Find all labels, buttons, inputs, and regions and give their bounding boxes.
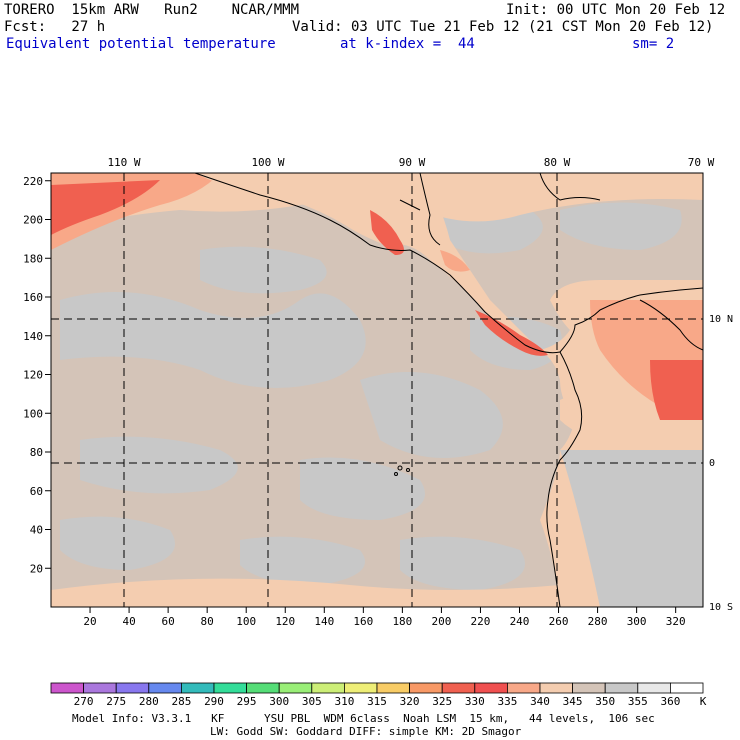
- x-tick-label: 40: [122, 615, 135, 628]
- colorbar-label: 305: [302, 695, 322, 708]
- y-tick-label: 20: [30, 562, 43, 575]
- x-tick-label: 320: [666, 615, 686, 628]
- land-central-america: [195, 173, 703, 607]
- colorbar-label: 325: [432, 695, 452, 708]
- colorbar-swatch: [343, 682, 378, 694]
- colorbar-label: 280: [139, 695, 159, 708]
- colorbar-swatch: [50, 682, 84, 694]
- colorbar-label: 290: [204, 695, 224, 708]
- colorbar-label: 340: [530, 695, 550, 708]
- y-tick-label: 60: [30, 485, 43, 498]
- y-tick-label: 100: [23, 407, 43, 420]
- graticule: [51, 173, 703, 607]
- y-tick-label: 40: [30, 524, 43, 537]
- colorbar-swatch: [409, 682, 443, 694]
- y-tick-label: 120: [23, 369, 43, 382]
- colorbar-label: 360: [660, 695, 680, 708]
- x-tick-label: 300: [627, 615, 647, 628]
- model-info-line1: Model Info: V3.3.1 KF YSU PBL WDM 6class…: [72, 712, 655, 725]
- x-tick-label: 100: [236, 615, 256, 628]
- lat-labels: 10 N 0 10 S: [709, 314, 733, 613]
- ocean-grey-patches: [60, 202, 682, 590]
- colorbar-label: 285: [171, 695, 191, 708]
- lon-label: 110 W: [107, 156, 140, 169]
- colorbar-swatch: [539, 682, 573, 694]
- x-tick-label: 140: [314, 615, 334, 628]
- lon-label: 70 W: [688, 156, 715, 169]
- field-name: Equivalent potential temperature: [6, 36, 276, 52]
- colorbar-swatch: [506, 682, 541, 694]
- x-tick-label: 80: [201, 615, 214, 628]
- colorbar-swatch: [637, 682, 671, 694]
- x-tick-label: 180: [392, 615, 412, 628]
- lat-label: 10 S: [709, 602, 733, 613]
- x-tick-label: 160: [353, 615, 373, 628]
- colorbar-swatch: [474, 682, 508, 694]
- lat-label: 0: [709, 458, 715, 469]
- colorbar-swatch: [670, 682, 704, 694]
- colorbar-swatch: [278, 682, 313, 694]
- x-tick-label: 20: [83, 615, 96, 628]
- colorbar-label: 320: [400, 695, 420, 708]
- x-tick-label: 60: [162, 615, 175, 628]
- colorbar-swatch: [604, 682, 639, 694]
- colorbar-swatch: [311, 682, 345, 694]
- colorbar-label: 275: [106, 695, 126, 708]
- warm-region-northwest: [51, 173, 220, 250]
- map-frame: [50, 172, 704, 608]
- init-time: Init: 00 UTC Mon 20 Feb 12: [506, 2, 726, 18]
- colorbar-swatch: [246, 682, 280, 694]
- smoothing-label: sm= 2: [632, 36, 675, 52]
- colorbar-label: 355: [628, 695, 648, 708]
- colorbar-unit: K: [700, 695, 707, 708]
- x-tick-label: 120: [275, 615, 295, 628]
- lon-label: 90 W: [399, 156, 426, 169]
- x-axis-ticks: 20 40 60 80 100 120 140 160 180 200 220 240 260 280 30…: [83, 607, 686, 628]
- colorbar-swatch: [441, 682, 476, 694]
- y-axis-ticks: 20 40 60 80 100 120 140 160 180 200 220: [23, 175, 51, 575]
- y-tick-label: 160: [23, 291, 43, 304]
- y-tick-label: 140: [23, 330, 43, 343]
- colorbar-label: 330: [465, 695, 485, 708]
- colorbar-swatch: [115, 682, 150, 694]
- x-tick-label: 240: [510, 615, 530, 628]
- valid-time: Valid: 03 UTC Tue 21 Feb 12 (21 CST Mon …: [292, 19, 714, 35]
- lon-label: 80 W: [544, 156, 571, 169]
- colorbar: 270 275 280 285 290 295 300 305 310 315 320 325 330 3…: [50, 682, 707, 708]
- y-tick-label: 200: [23, 214, 43, 227]
- coastlines: [194, 172, 704, 608]
- colorbar-swatch: [572, 682, 606, 694]
- colorbar-swatch: [180, 682, 215, 694]
- model-title: TORERO 15km ARW Run2 NCAR/MMM: [4, 2, 300, 18]
- colorbar-swatch: [213, 682, 247, 694]
- x-tick-label: 220: [471, 615, 491, 628]
- colorbar-label: 345: [563, 695, 583, 708]
- lon-label: 100 W: [251, 156, 284, 169]
- colorbar-label: 310: [334, 695, 354, 708]
- y-tick-label: 80: [30, 446, 43, 459]
- x-tick-label: 280: [588, 615, 608, 628]
- colorbar-swatch: [148, 682, 182, 694]
- colorbar-label: 315: [367, 695, 387, 708]
- colorbar-label: 350: [595, 695, 615, 708]
- x-tick-label: 200: [431, 615, 451, 628]
- colorbar-label: 295: [237, 695, 257, 708]
- colorbar-label: 300: [269, 695, 289, 708]
- level-index: at k-index = 44: [340, 36, 475, 52]
- lat-label: 10 N: [709, 314, 733, 325]
- colorbar-swatch: [83, 682, 117, 694]
- y-tick-label: 220: [23, 175, 43, 188]
- y-tick-label: 180: [23, 252, 43, 265]
- lon-labels: 110 W 100 W 90 W 80 W 70 W: [107, 156, 714, 169]
- colorbar-label: 270: [74, 695, 94, 708]
- forecast-hour: Fcst: 27 h: [4, 19, 106, 35]
- model-info-line2: LW: Godd SW: Goddard DIFF: simple KM: 2D…: [210, 725, 522, 738]
- x-tick-label: 260: [549, 615, 569, 628]
- colorbar-label: 335: [497, 695, 517, 708]
- colorbar-swatch: [376, 682, 410, 694]
